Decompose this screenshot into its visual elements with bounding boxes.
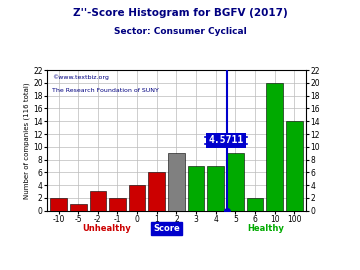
Bar [129, 185, 145, 211]
Bar [148, 172, 165, 211]
Text: Z''-Score Histogram for BGFV (2017): Z''-Score Histogram for BGFV (2017) [73, 8, 287, 18]
Bar [50, 198, 67, 211]
Bar [266, 83, 283, 211]
Bar [188, 166, 204, 211]
Bar [286, 121, 302, 211]
Text: 4.5711: 4.5711 [208, 135, 243, 146]
Text: ©www.textbiz.org: ©www.textbiz.org [52, 75, 109, 80]
Bar [70, 204, 86, 211]
Bar [90, 191, 106, 211]
Bar [168, 153, 185, 211]
Y-axis label: Number of companies (116 total): Number of companies (116 total) [24, 82, 30, 199]
Bar [207, 166, 224, 211]
Text: Sector: Consumer Cyclical: Sector: Consumer Cyclical [114, 27, 246, 36]
Bar [247, 198, 263, 211]
Text: Healthy: Healthy [248, 224, 284, 233]
Text: Score: Score [153, 224, 180, 233]
Bar [227, 153, 244, 211]
Text: The Research Foundation of SUNY: The Research Foundation of SUNY [52, 89, 159, 93]
Text: Unhealthy: Unhealthy [82, 224, 131, 233]
Bar [109, 198, 126, 211]
